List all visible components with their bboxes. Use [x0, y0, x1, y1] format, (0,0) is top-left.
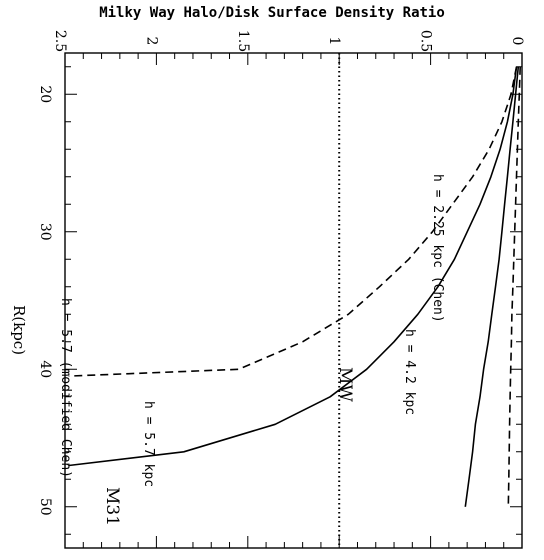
curve-h-5-7-modified-chen [507, 66, 521, 507]
series-label-h-5-7: h = 5.7 kpc [141, 401, 156, 487]
annotation-m31: M31 [102, 487, 122, 526]
y-tick-label: 2.5 [52, 30, 68, 52]
axis-ticks: 0 0.5 1 1.5 2 2.5 20 30 40 50 [37, 30, 525, 548]
y-tick-label: 1 [326, 37, 342, 46]
curve-h-5-7-m31 [464, 66, 520, 507]
series-label-h-5-7-modified: h = 5.7 (modified Chen) [58, 298, 73, 478]
y-tick-label: 2 [143, 37, 159, 46]
y-tick-label: 0 [509, 37, 525, 46]
annotation-mw: MW [335, 367, 355, 402]
plot-frame [64, 52, 523, 549]
y-tick-label: 0.5 [418, 30, 434, 52]
curve-h-4-2-mw [68, 66, 518, 467]
x-tick-label: 20 [37, 85, 53, 103]
y-tick-label: 1.5 [235, 30, 251, 52]
chart-title: Milky Way Halo/Disk Surface Density Rati… [99, 5, 445, 21]
x-tick-label: 50 [37, 498, 53, 516]
x-axis-label: R(kpc) [10, 305, 28, 355]
curve-h-2-25-chen [68, 66, 518, 377]
series-label-h-4-2: h = 4.2 kpc [402, 329, 417, 415]
x-tick-label: 40 [37, 360, 53, 378]
plot-border [64, 52, 523, 549]
x-tick-label: 30 [37, 223, 53, 241]
series-label-h-2-25: h = 2.25 kpc (Chen) [430, 174, 445, 323]
series-lines [68, 66, 521, 507]
